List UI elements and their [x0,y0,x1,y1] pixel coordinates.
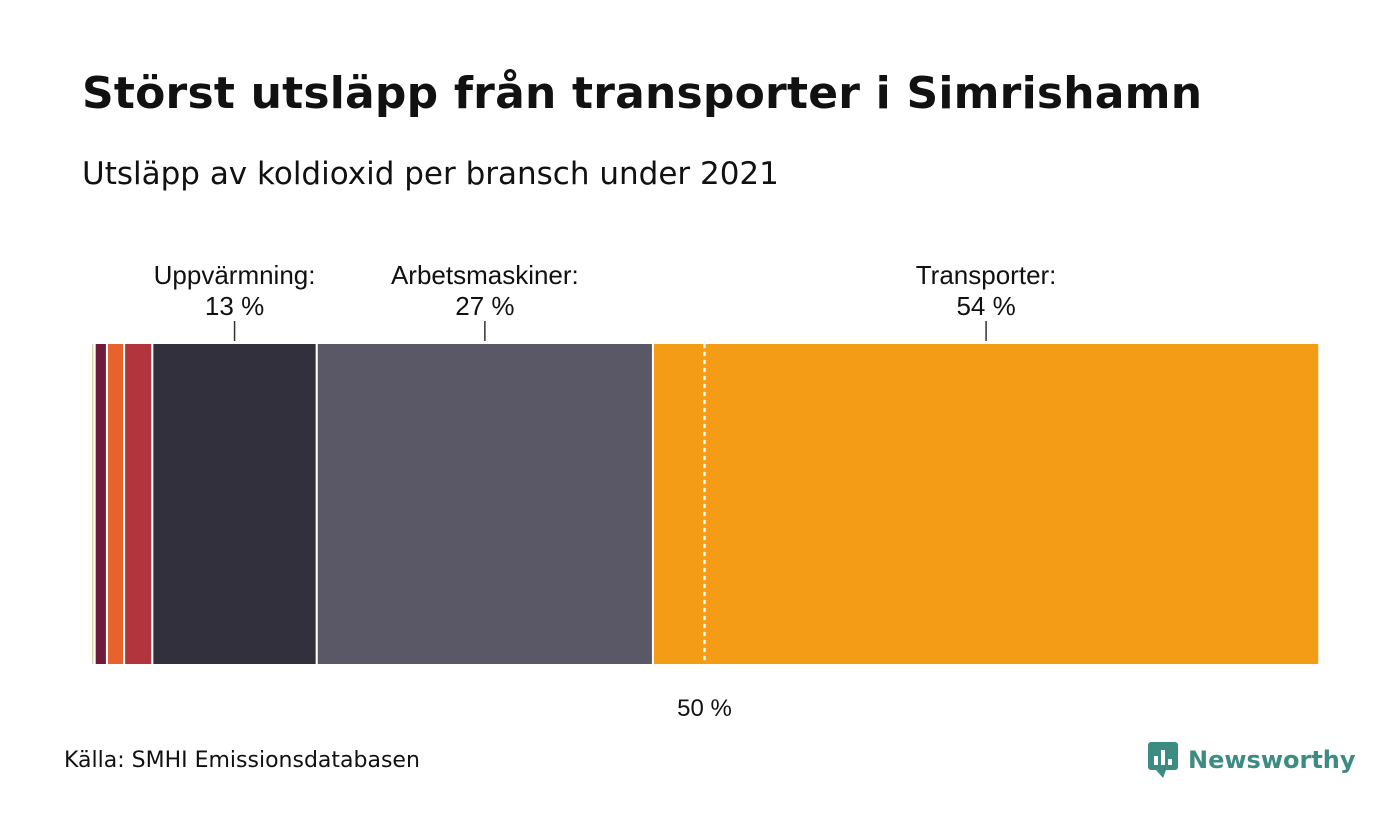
bar-segment-transporter [651,342,1321,666]
reference-line-label: 50 % [677,695,732,722]
source-note: Källa: SMHI Emissionsdatabasen [64,748,420,773]
segment-label-transporter: Transporter: [916,260,1057,290]
bar-segment-arbetsmaskiner [315,342,654,666]
segment-value-label-transporter: 54 % [956,291,1015,321]
brand-name: Newsworthy [1188,746,1356,774]
bar-segment-ovrigt-4 [123,342,154,666]
bar-segment-uppvarmning [151,342,318,666]
bar-segment-ovrigt-3 [105,342,126,666]
segment-label-arbetsmaskiner: Arbetsmaskiner: [391,260,579,290]
segment-value-label-uppvarmning: 13 % [205,291,264,321]
brand-logo: Newsworthy [1148,742,1356,778]
bar-segment-ovrigt-2 [93,342,108,666]
chart-title: Störst utsläpp från transporter i Simris… [82,68,1203,119]
newsworthy-logo-icon [1148,742,1178,778]
segment-label-uppvarmning: Uppvärmning: [154,260,316,290]
chart-subtitle: Utsläpp av koldioxid per bransch under 2… [82,156,779,192]
segment-value-label-arbetsmaskiner: 27 % [455,291,514,321]
